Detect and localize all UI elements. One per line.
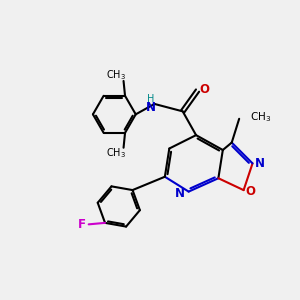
Text: N: N — [255, 157, 265, 170]
Text: O: O — [199, 82, 209, 96]
Text: F: F — [78, 218, 86, 231]
Text: O: O — [245, 185, 255, 198]
Text: CH$_3$: CH$_3$ — [250, 110, 271, 124]
Text: N: N — [146, 101, 156, 114]
Text: CH$_3$: CH$_3$ — [106, 146, 126, 160]
Text: CH$_3$: CH$_3$ — [106, 69, 126, 82]
Text: N: N — [175, 187, 185, 200]
Text: H: H — [147, 94, 155, 104]
